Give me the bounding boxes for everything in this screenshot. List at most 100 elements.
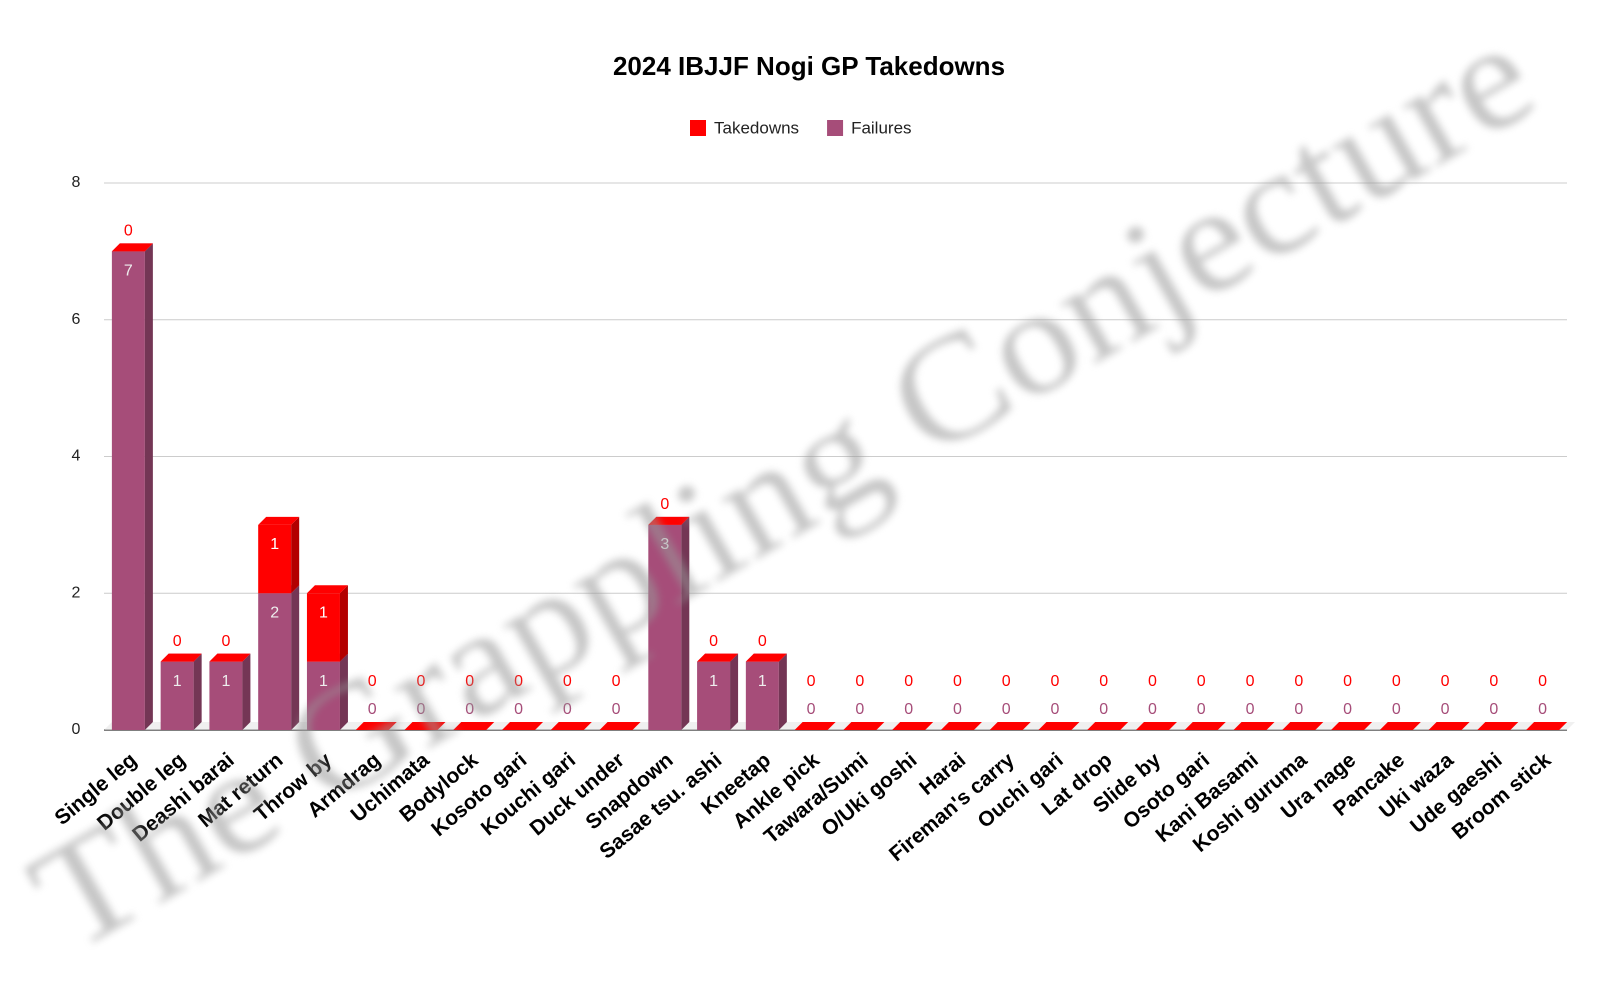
data-label: 0 [1343,673,1352,690]
bar [306,593,340,662]
bar-top [648,516,690,525]
data-label: 0 [563,673,572,690]
data-label: 0 [221,633,230,650]
bar-top [794,722,836,730]
data-label: 1 [270,536,279,553]
bar [306,661,340,730]
bar-side [778,653,787,730]
bar-top [355,722,397,730]
data-label: 0 [1441,673,1450,690]
data-label: 1 [319,673,328,690]
bar [648,524,682,730]
bar-top [111,243,153,252]
data-label: 0 [1050,673,1059,690]
data-label: 0 [904,673,913,690]
bar-top [258,516,300,525]
bar-top [1282,722,1324,730]
bar-top [745,653,787,662]
data-label: 0 [1099,673,1108,690]
y-tick-label: 8 [72,174,81,191]
data-label: 1 [758,673,767,690]
bar-top [453,722,495,730]
bar-top [1477,722,1519,730]
chart-title: 2024 IBJJF Nogi GP Takedowns [613,51,1005,81]
data-label: 1 [221,673,230,690]
bar [111,251,145,730]
data-label: 0 [1148,673,1157,690]
data-label: 0 [1538,673,1547,690]
legend-label: Takedowns [714,118,799,137]
bar-side [681,516,690,730]
data-label: 7 [124,263,133,280]
bar-top [1379,722,1421,730]
data-label: 3 [660,536,669,553]
data-label: 0 [1148,701,1157,718]
bar [697,661,731,730]
bar-top [843,722,885,730]
data-label: 0 [563,701,572,718]
bar [745,661,779,730]
data-label: 0 [953,701,962,718]
y-tick-label: 6 [72,311,81,328]
data-label: 1 [709,673,718,690]
data-label: 0 [1002,673,1011,690]
data-label: 0 [368,673,377,690]
data-label: 2 [270,604,279,621]
data-label: 0 [807,673,816,690]
bar-top [404,722,446,730]
data-label: 0 [514,701,523,718]
bar-side [291,516,300,594]
bar-top [892,722,934,730]
bar-top [306,585,348,594]
data-label: 0 [465,701,474,718]
data-label: 0 [953,673,962,690]
data-label: 0 [855,673,864,690]
data-label: 0 [1050,701,1059,718]
bar-top [1038,722,1080,730]
data-label: 0 [1294,673,1303,690]
legend-swatch [827,120,844,136]
bar-top [1428,722,1470,730]
bar-top [989,722,1031,730]
data-label: 0 [1197,673,1206,690]
data-label: 0 [1343,701,1352,718]
bar-side [339,653,348,730]
bar-top [1233,722,1275,730]
data-label: 0 [758,633,767,650]
data-label: 0 [855,701,864,718]
y-tick-label: 0 [72,721,81,738]
legend-label: Failures [851,118,911,137]
bar-top [599,722,641,730]
bar-top [502,722,544,730]
data-label: 0 [1489,701,1498,718]
bar [258,524,292,594]
bar-side [144,243,153,730]
bar-side [193,653,202,730]
data-label: 0 [417,673,426,690]
data-label: 0 [1392,673,1401,690]
legend-swatch [690,120,706,136]
data-label: 0 [173,633,182,650]
data-label: 1 [173,673,182,690]
bar-top [1087,722,1129,730]
data-label: 0 [1002,701,1011,718]
bar-top [160,653,202,662]
data-label: 0 [1099,701,1108,718]
data-label: 0 [612,701,621,718]
data-label: 0 [465,673,474,690]
data-label: 0 [1197,701,1206,718]
bar [258,593,292,730]
bar [160,661,194,730]
data-label: 0 [514,673,523,690]
data-label: 0 [368,701,377,718]
bar-top [1184,722,1226,730]
bar-side [242,653,251,730]
data-label: 0 [1538,701,1547,718]
data-label: 0 [1246,701,1255,718]
y-tick-label: 2 [72,584,81,601]
y-tick-label: 4 [72,448,81,465]
data-label: 1 [319,604,328,621]
data-label: 0 [1246,673,1255,690]
